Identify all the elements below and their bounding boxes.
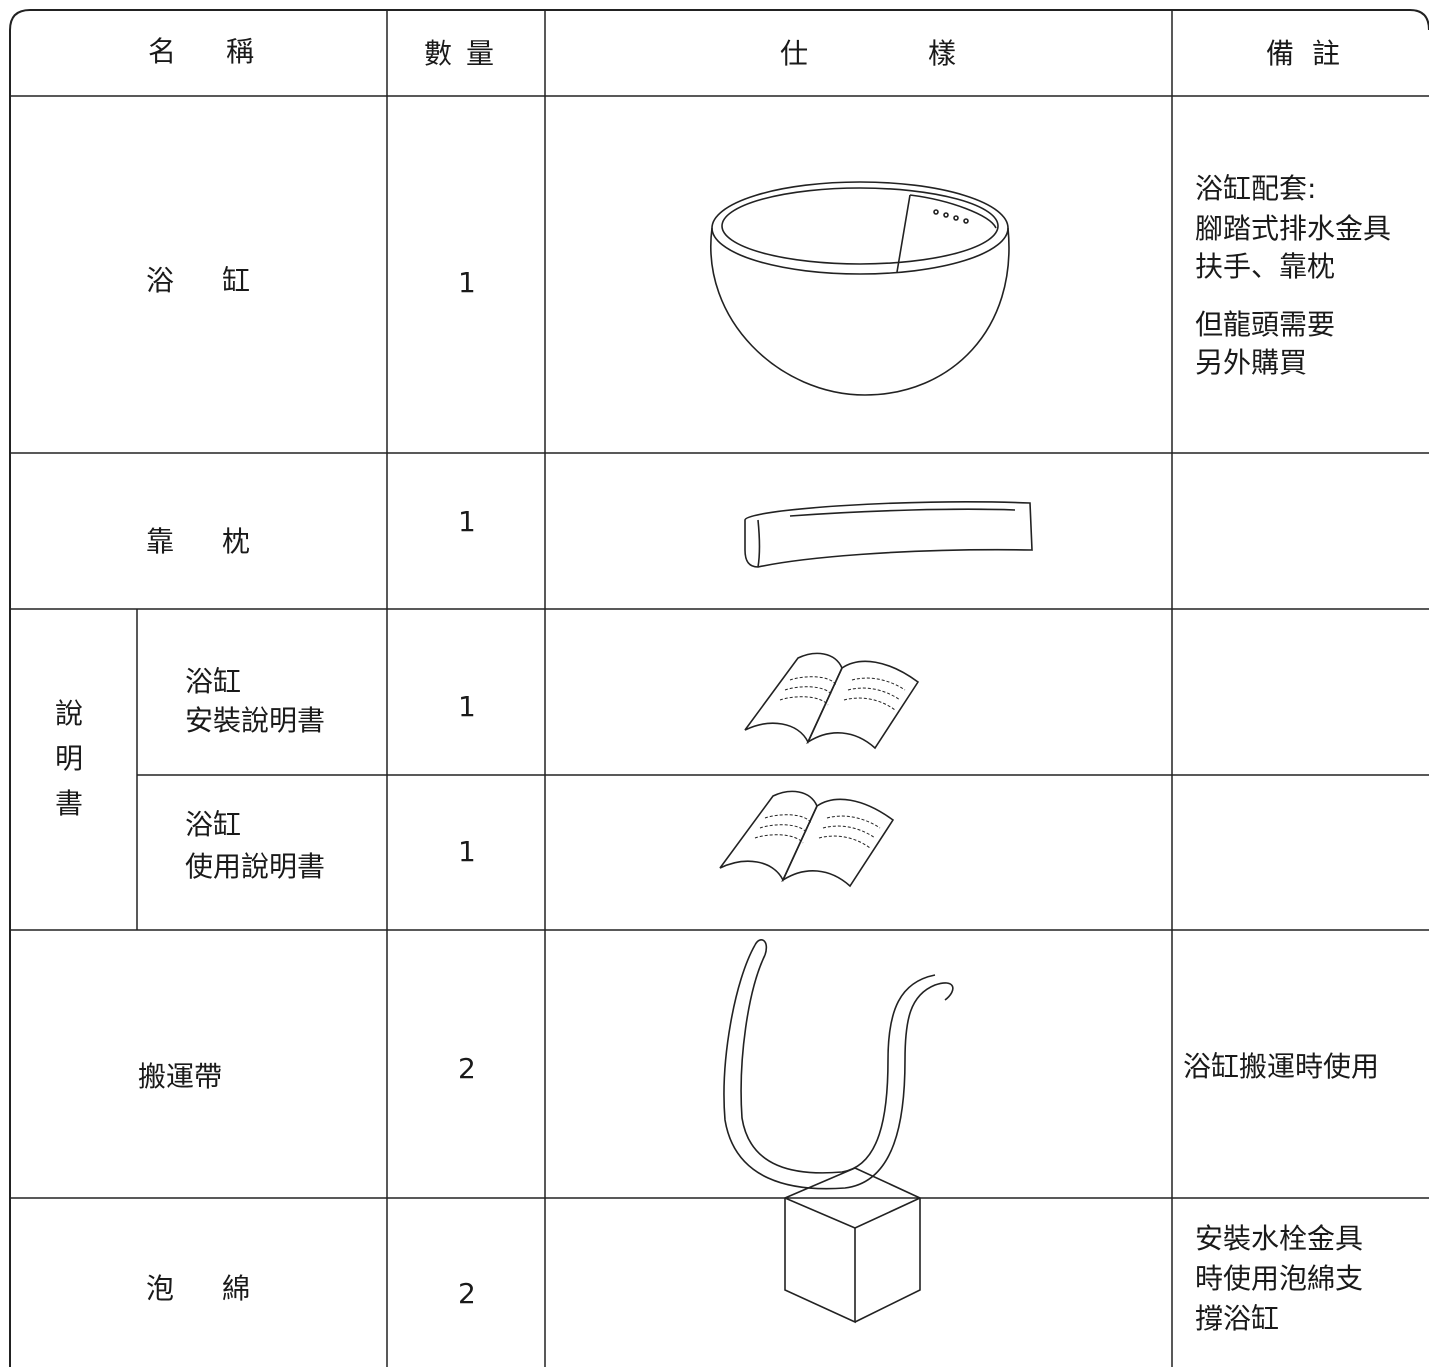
remark: 腳踏式排水金具: [1195, 212, 1391, 245]
remark: 浴缸搬運時使用: [1183, 1050, 1379, 1083]
item-name: 浴缸: [185, 665, 241, 698]
remark: 另外購買: [1195, 346, 1307, 379]
header-cell: 仕樣: [780, 37, 1076, 70]
item-name: 浴缸: [185, 808, 241, 841]
item-name: 靠枕: [146, 525, 298, 558]
quantity: 1: [458, 835, 476, 868]
group-name: 說: [55, 697, 83, 730]
header-cell: 名稱: [148, 35, 304, 68]
remark: 時使用泡綿支: [1195, 1262, 1363, 1295]
item-name: 使用說明書: [185, 850, 325, 883]
strap-drawing: [723, 939, 954, 1190]
remark: 撐浴缸: [1195, 1302, 1279, 1335]
item-name: 搬運帶: [138, 1060, 222, 1093]
item-name: 安裝說明書: [185, 704, 325, 737]
pillow-drawing: [744, 501, 1033, 568]
quantity: 2: [458, 1277, 476, 1310]
group-name: 書: [55, 787, 83, 820]
group-name: 明: [55, 742, 83, 775]
quantity: 1: [458, 690, 476, 723]
remark: 扶手、靠枕: [1195, 250, 1335, 283]
bathtub-drawing: [710, 181, 1010, 396]
grid: [10, 10, 1429, 1367]
header-cell: 數量: [424, 37, 508, 70]
remark: 安裝水栓金具: [1195, 1222, 1363, 1255]
quantity: 2: [458, 1052, 476, 1085]
remark: 但龍頭需要: [1195, 308, 1335, 341]
remark: 浴缸配套:: [1195, 172, 1316, 205]
quantity: 1: [458, 266, 476, 299]
item-name: 浴缸: [146, 264, 298, 297]
item-name: 泡綿: [146, 1272, 298, 1305]
foam-drawing: [782, 1167, 922, 1324]
manual-drawing: [744, 652, 920, 750]
table-border: [9, 9, 1429, 1367]
quantity: 1: [458, 505, 476, 538]
header-cell: 備註: [1266, 37, 1358, 70]
manual-drawing: [719, 790, 895, 888]
